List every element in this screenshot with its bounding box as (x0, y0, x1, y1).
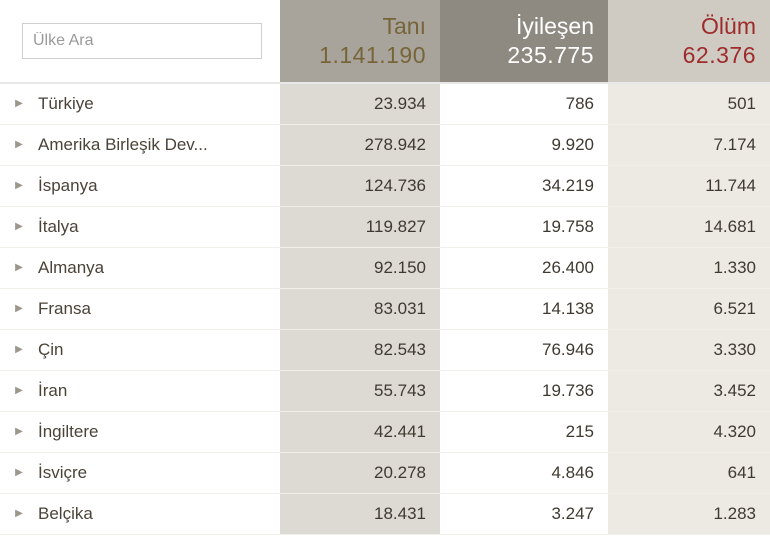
table-row: ▶ Çin 82.54376.9463.330 (0, 330, 770, 371)
cell-cases: 92.150 (280, 248, 440, 288)
cell-country: ▶ İtalya (0, 207, 280, 247)
cell-recovered: 14.138 (440, 289, 608, 329)
header-cases: Tanı 1.141.190 (280, 0, 440, 82)
cell-deaths: 7.174 (608, 125, 770, 165)
cell-country: ▶ Çin (0, 330, 280, 370)
cell-deaths: 11.744 (608, 166, 770, 206)
cell-recovered: 34.219 (440, 166, 608, 206)
cell-cases: 42.441 (280, 412, 440, 452)
cell-cases: 119.827 (280, 207, 440, 247)
country-name: İspanya (38, 176, 98, 196)
cell-recovered: 19.736 (440, 371, 608, 411)
cell-recovered: 19.758 (440, 207, 608, 247)
cell-deaths: 1.283 (608, 494, 770, 534)
cell-recovered: 26.400 (440, 248, 608, 288)
table-header: Tanı 1.141.190 İyileşen 235.775 Ölüm 62.… (0, 0, 770, 84)
country-name: İran (38, 381, 67, 401)
expand-icon[interactable]: ▶ (10, 508, 28, 519)
cell-recovered: 786 (440, 84, 608, 124)
cell-recovered: 3.247 (440, 494, 608, 534)
cell-deaths: 501 (608, 84, 770, 124)
header-cases-total: 1.141.190 (319, 41, 426, 70)
search-input[interactable] (22, 23, 262, 59)
header-country (0, 0, 280, 82)
cell-country: ▶ Türkiye (0, 84, 280, 124)
expand-icon[interactable]: ▶ (10, 221, 28, 232)
country-name: Belçika (38, 504, 93, 524)
table-row: ▶ Almanya 92.15026.4001.330 (0, 248, 770, 289)
cell-cases: 18.431 (280, 494, 440, 534)
expand-icon[interactable]: ▶ (10, 385, 28, 396)
expand-icon[interactable]: ▶ (10, 467, 28, 478)
table-row: ▶ Fransa 83.03114.1386.521 (0, 289, 770, 330)
cell-recovered: 76.946 (440, 330, 608, 370)
cell-recovered: 4.846 (440, 453, 608, 493)
cell-country: ▶ Almanya (0, 248, 280, 288)
cell-deaths: 1.330 (608, 248, 770, 288)
country-name: Türkiye (38, 94, 94, 114)
cell-country: ▶ Amerika Birleşik Dev... (0, 125, 280, 165)
table-row: ▶ İran 55.74319.7363.452 (0, 371, 770, 412)
cell-country: ▶ Fransa (0, 289, 280, 329)
expand-icon[interactable]: ▶ (10, 426, 28, 437)
table-body: ▶ Türkiye 23.934786501 ▶ Amerika Birleşik De… (0, 84, 770, 535)
cell-country: ▶ İran (0, 371, 280, 411)
table-row: ▶ Belçika 18.4313.2471.283 (0, 494, 770, 535)
country-name: Amerika Birleşik Dev... (38, 135, 208, 155)
expand-icon[interactable]: ▶ (10, 303, 28, 314)
cell-country: ▶ İsviçre (0, 453, 280, 493)
header-deaths: Ölüm 62.376 (608, 0, 770, 82)
cell-cases: 55.743 (280, 371, 440, 411)
table-row: ▶ İtalya 119.82719.75814.681 (0, 207, 770, 248)
country-name: İngiltere (38, 422, 98, 442)
header-recov-total: 235.775 (507, 41, 594, 70)
cell-deaths: 3.452 (608, 371, 770, 411)
table-row: ▶ Türkiye 23.934786501 (0, 84, 770, 125)
expand-icon[interactable]: ▶ (10, 139, 28, 150)
table-row: ▶ İngiltere 42.4412154.320 (0, 412, 770, 453)
cell-deaths: 641 (608, 453, 770, 493)
cell-deaths: 6.521 (608, 289, 770, 329)
header-recov-label: İyileşen (516, 12, 594, 41)
table-row: ▶ İsviçre 20.2784.846641 (0, 453, 770, 494)
country-name: İtalya (38, 217, 79, 237)
country-name: Almanya (38, 258, 104, 278)
cell-deaths: 14.681 (608, 207, 770, 247)
expand-icon[interactable]: ▶ (10, 180, 28, 191)
cell-cases: 278.942 (280, 125, 440, 165)
header-cases-label: Tanı (383, 12, 426, 41)
cell-deaths: 4.320 (608, 412, 770, 452)
cell-recovered: 215 (440, 412, 608, 452)
country-name: Fransa (38, 299, 91, 319)
cell-cases: 124.736 (280, 166, 440, 206)
expand-icon[interactable]: ▶ (10, 98, 28, 109)
cell-cases: 23.934 (280, 84, 440, 124)
country-name: Çin (38, 340, 64, 360)
stats-table: Tanı 1.141.190 İyileşen 235.775 Ölüm 62.… (0, 0, 770, 535)
cell-recovered: 9.920 (440, 125, 608, 165)
header-deaths-total: 62.376 (683, 41, 756, 70)
cell-cases: 83.031 (280, 289, 440, 329)
cell-cases: 20.278 (280, 453, 440, 493)
header-recovered: İyileşen 235.775 (440, 0, 608, 82)
cell-deaths: 3.330 (608, 330, 770, 370)
header-deaths-label: Ölüm (701, 12, 756, 41)
cell-country: ▶ Belçika (0, 494, 280, 534)
table-row: ▶ İspanya 124.73634.21911.744 (0, 166, 770, 207)
expand-icon[interactable]: ▶ (10, 262, 28, 273)
cell-country: ▶ İngiltere (0, 412, 280, 452)
country-name: İsviçre (38, 463, 87, 483)
cell-country: ▶ İspanya (0, 166, 280, 206)
expand-icon[interactable]: ▶ (10, 344, 28, 355)
cell-cases: 82.543 (280, 330, 440, 370)
table-row: ▶ Amerika Birleşik Dev... 278.9429.9207.17… (0, 125, 770, 166)
